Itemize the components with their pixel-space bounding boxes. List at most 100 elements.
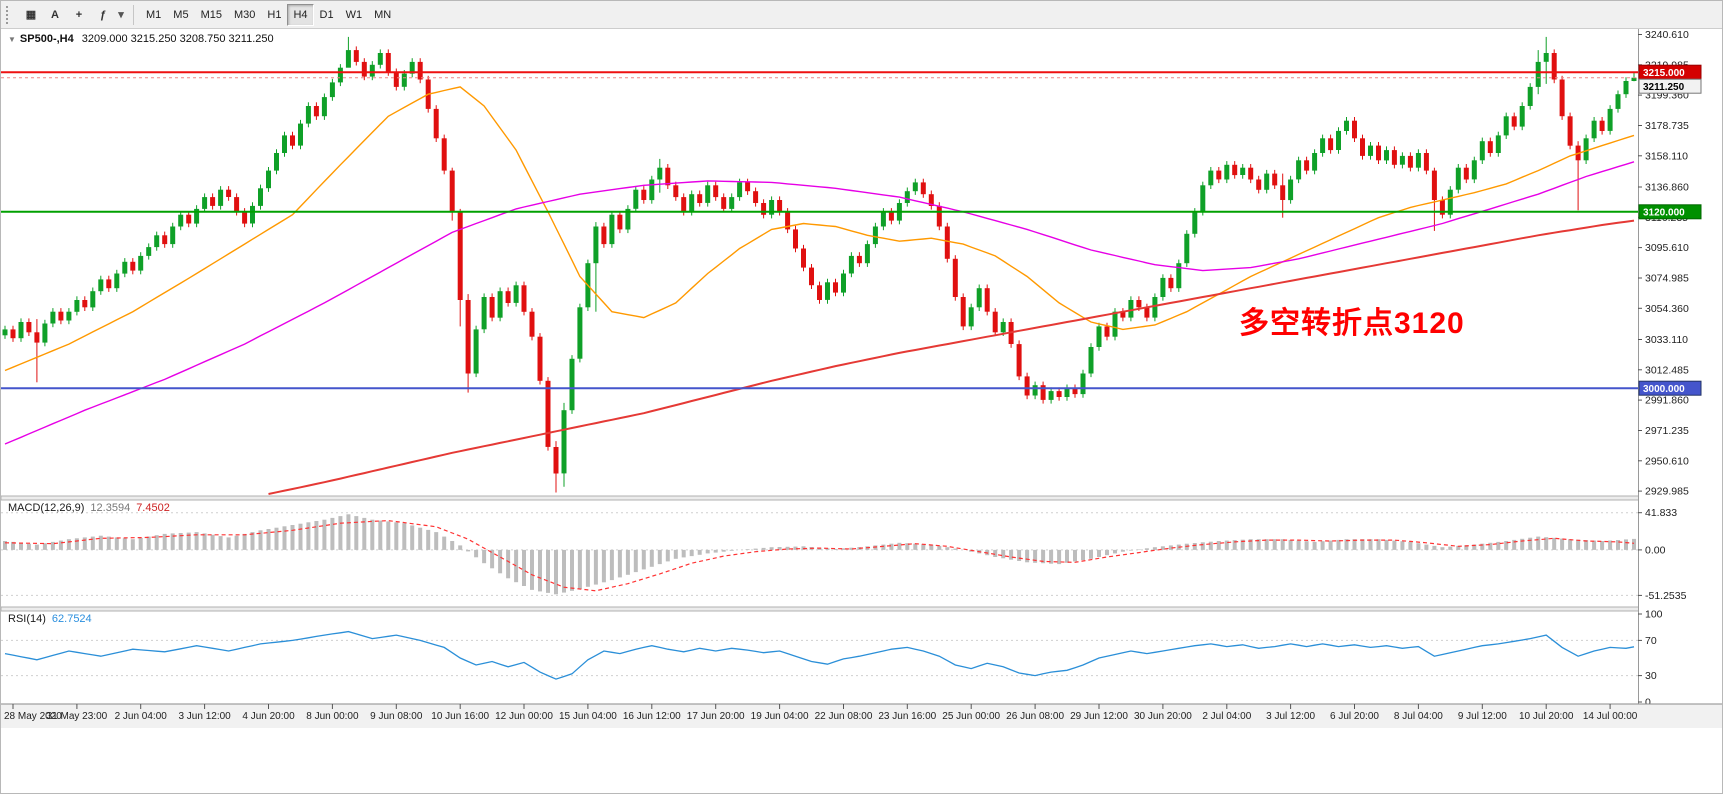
svg-text:3158.110: 3158.110 [1645,150,1688,162]
svg-text:-51.2535: -51.2535 [1645,590,1687,602]
svg-text:3120.000: 3120.000 [1643,208,1685,219]
timeframe-m30[interactable]: M30 [227,3,262,26]
svg-text:31 May 23:00: 31 May 23:00 [47,711,108,722]
svg-text:19 Jun 04:00: 19 Jun 04:00 [751,711,809,722]
timeframe-mn[interactable]: MN [368,3,398,26]
timeframe-h4[interactable]: H4 [287,3,314,26]
dropdown-caret-icon[interactable]: ▾ [115,3,127,26]
svg-text:25 Jun 00:00: 25 Jun 00:00 [942,711,1000,722]
price-badge: 3215.000 [1638,64,1702,80]
chart-title: ▼ SP500-,H4 3209.000 3215.250 3208.750 321… [8,33,274,45]
svg-text:70: 70 [1645,635,1657,647]
svg-text:29 Jun 12:00: 29 Jun 12:00 [1070,711,1128,722]
svg-text:3074.985: 3074.985 [1645,273,1689,285]
time-axis[interactable] [1,704,1723,728]
svg-text:30: 30 [1645,670,1657,682]
candles-group [2,36,1637,493]
macd-histogram [3,514,1636,595]
svg-text:0: 0 [1645,697,1651,709]
svg-text:3054.360: 3054.360 [1645,303,1689,315]
svg-text:3215.000: 3215.000 [1643,68,1685,79]
price-axis[interactable] [1638,29,1723,728]
indicators-icon[interactable]: ƒ [91,3,115,26]
svg-text:3000.000: 3000.000 [1643,384,1685,395]
svg-text:28 May 2020: 28 May 2020 [4,711,62,722]
timeframe-m15[interactable]: M15 [194,3,228,26]
timeframe-d1[interactable]: D1 [313,3,340,26]
timeframe-m5[interactable]: M5 [167,3,195,26]
timeframe-m1[interactable]: M1 [140,3,168,26]
chart-annotation: 多空转折点3120 [1239,307,1465,340]
svg-text:2929.985: 2929.985 [1645,486,1689,498]
svg-text:2 Jun 04:00: 2 Jun 04:00 [115,711,168,722]
pane-separator[interactable] [1,606,1723,612]
svg-text:22 Jun 08:00: 22 Jun 08:00 [815,711,873,722]
rsi-indicator-label: RSI(14) 62.7524 [8,613,92,625]
svg-text:9 Jul 12:00: 9 Jul 12:00 [1458,711,1507,722]
svg-text:0.00: 0.00 [1645,544,1666,556]
svg-text:3211.250: 3211.250 [1643,82,1685,93]
tool-buttons: ▦ A + ƒ ▾ [19,3,127,26]
toolbar-grip[interactable] [6,5,13,24]
svg-text:3 Jun 12:00: 3 Jun 12:00 [178,711,231,722]
price-badge: 3120.000 [1638,204,1702,220]
svg-text:23 Jun 16:00: 23 Jun 16:00 [878,711,936,722]
toolbar-separator [133,4,134,25]
ma-medium-magenta [4,161,1635,445]
svg-text:8 Jul 04:00: 8 Jul 04:00 [1394,711,1443,722]
svg-text:3240.610: 3240.610 [1645,29,1689,41]
svg-text:30 Jun 20:00: 30 Jun 20:00 [1134,711,1192,722]
svg-text:2971.235: 2971.235 [1645,425,1689,437]
rsi-value: 62.7524 [51,613,92,625]
svg-text:8 Jun 00:00: 8 Jun 00:00 [306,711,359,722]
macd-signal-line [4,519,1635,592]
macd-indicator-label: MACD(12,26,9) 12.3594 7.4502 [8,502,170,514]
timeframe-buttons: M1 M5 M15 M30 H1 H4 D1 W1 MN [140,3,398,26]
svg-text:3 Jul 12:00: 3 Jul 12:00 [1266,711,1315,722]
svg-text:4 Jun 20:00: 4 Jun 20:00 [242,711,295,722]
chart-background [1,29,1722,793]
svg-text:12 Jun 00:00: 12 Jun 00:00 [495,711,553,722]
rsi-line [4,630,1635,680]
toolbar: ▦ A + ƒ ▾ M1 M5 M15 M30 H1 H4 D1 W1 MN [1,1,1722,29]
symbol-period-label: SP500-,H4 [19,33,74,45]
svg-text:41.833: 41.833 [1645,507,1677,519]
svg-text:26 Jun 08:00: 26 Jun 08:00 [1006,711,1064,722]
svg-text:10 Jul 20:00: 10 Jul 20:00 [1519,711,1574,722]
macd-signal-value: 7.4502 [136,502,170,514]
svg-text:3033.110: 3033.110 [1645,334,1688,346]
collapse-triangle-icon[interactable]: ▼ [8,35,16,44]
ma-slow-red [268,219,1635,495]
chart-window-icon[interactable]: ▦ [19,3,43,26]
svg-text:100: 100 [1645,609,1663,621]
svg-text:15 Jun 04:00: 15 Jun 04:00 [559,711,617,722]
svg-text:16 Jun 12:00: 16 Jun 12:00 [623,711,681,722]
svg-text:2950.610: 2950.610 [1645,455,1689,467]
svg-text:6 Jul 20:00: 6 Jul 20:00 [1330,711,1379,722]
price-badge: 3211.250 [1638,78,1702,94]
svg-text:3178.735: 3178.735 [1645,120,1689,132]
macd-name: MACD(12,26,9) [8,502,85,514]
svg-text:3095.610: 3095.610 [1645,242,1689,254]
ma-fast-orange [4,86,1635,372]
svg-text:2 Jul 04:00: 2 Jul 04:00 [1202,711,1251,722]
macd-main-value: 12.3594 [90,502,131,514]
price-badge: 3000.000 [1638,380,1702,396]
svg-text:9 Jun 08:00: 9 Jun 08:00 [370,711,423,722]
timeframe-w1[interactable]: W1 [339,3,369,26]
timeframe-h1[interactable]: H1 [261,3,288,26]
pane-separator[interactable] [1,495,1723,501]
svg-text:14 Jul 00:00: 14 Jul 00:00 [1583,711,1638,722]
svg-text:17 Jun 20:00: 17 Jun 20:00 [687,711,745,722]
rsi-name: RSI(14) [8,613,46,625]
crosshair-icon[interactable]: + [67,3,91,26]
ohlc-values: 3209.000 3215.250 3208.750 3211.250 [81,33,274,45]
text-tool-icon[interactable]: A [43,3,67,26]
svg-text:2991.860: 2991.860 [1645,395,1689,407]
svg-text:3012.485: 3012.485 [1645,364,1689,376]
svg-text:10 Jun 16:00: 10 Jun 16:00 [431,711,489,722]
svg-text:3136.860: 3136.860 [1645,182,1689,194]
